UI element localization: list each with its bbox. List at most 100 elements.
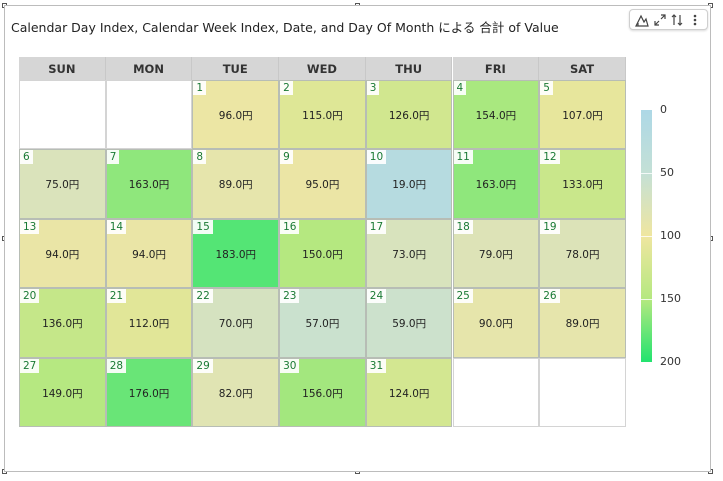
data-label: 89.0円 <box>565 318 600 331</box>
visual-toolbar <box>629 9 708 30</box>
calendar-day-cell[interactable]: 4 154.0円 <box>452 80 540 150</box>
calendar-day-cell[interactable]: 1 96.0円 <box>192 80 280 150</box>
calendar-day-cell[interactable]: 5 107.0円 <box>539 80 626 150</box>
data-label: 149.0円 <box>42 387 83 400</box>
data-label: 95.0円 <box>305 179 340 192</box>
data-label: 112.0円 <box>128 318 170 331</box>
day-number: 13 <box>20 219 40 234</box>
calendar-day-cell[interactable]: 6 75.0円 <box>19 149 106 219</box>
data-label: 154.0円 <box>475 110 517 122</box>
day-number: 20 <box>20 289 40 304</box>
calendar-day-cell[interactable]: 11 163.0円 <box>452 149 540 219</box>
weekday-header-thu: THU <box>365 57 453 80</box>
legend-tick-label: 200 <box>660 355 681 368</box>
calendar-empty-cell <box>19 80 106 150</box>
day-number: 9 <box>280 150 293 165</box>
legend-tick-mark <box>641 299 652 300</box>
day-number: 19 <box>540 219 560 234</box>
day-number: 6 <box>20 150 33 165</box>
data-label: 136.0円 <box>42 318 83 331</box>
calendar-day-cell[interactable]: 19 78.0円 <box>539 218 626 289</box>
calendar-day-cell[interactable]: 7 163.0円 <box>105 149 193 219</box>
data-label: 90.0円 <box>478 318 513 331</box>
calendar-day-cell[interactable]: 2 115.0円 <box>279 80 366 150</box>
data-label: 183.0円 <box>215 248 257 261</box>
calendar-day-cell[interactable]: 9 95.0円 <box>279 149 366 219</box>
calendar-day-cell[interactable]: 25 90.0円 <box>452 288 540 358</box>
weekday-header-wed: WED <box>279 57 366 80</box>
legend-tick-label: 50 <box>660 166 674 179</box>
data-label: 133.0円 <box>562 179 603 192</box>
calendar-day-cell[interactable]: 10 19.0円 <box>365 149 453 219</box>
day-number: 22 <box>193 289 213 304</box>
data-label: 89.0円 <box>218 179 253 192</box>
day-number: 4 <box>453 81 467 95</box>
data-label: 96.0円 <box>218 110 253 122</box>
day-number: 27 <box>20 358 40 373</box>
data-label: 176.0円 <box>128 387 170 400</box>
more-options-icon[interactable] <box>687 12 703 28</box>
day-number: 12 <box>540 150 560 165</box>
legend-tick-label: 150 <box>660 292 681 305</box>
sort-icon[interactable] <box>669 12 685 28</box>
calendar-day-cell[interactable]: 22 70.0円 <box>192 288 280 358</box>
calendar-day-cell[interactable]: 14 94.0円 <box>105 218 193 289</box>
calendar-day-cell[interactable]: 26 89.0円 <box>539 288 626 358</box>
calendar-day-cell[interactable]: 27 149.0円 <box>19 357 106 427</box>
chart-title: Calendar Day Index, Calendar Week Index,… <box>11 20 559 35</box>
expand-icon[interactable] <box>652 12 668 28</box>
calendar-day-cell[interactable]: 17 73.0円 <box>365 218 453 289</box>
data-label: 115.0円 <box>302 110 343 122</box>
weekday-header-tue: TUE <box>192 57 280 80</box>
day-number: 7 <box>106 150 120 165</box>
calendar-day-cell[interactable]: 23 57.0円 <box>279 288 366 358</box>
day-number: 2 <box>280 81 293 95</box>
data-label: 75.0円 <box>45 179 80 192</box>
calendar-empty-cell <box>105 80 193 150</box>
day-number: 1 <box>193 81 207 95</box>
calendar-day-cell[interactable]: 30 156.0円 <box>279 357 366 427</box>
data-label: 126.0円 <box>388 110 430 122</box>
calendar-day-cell[interactable]: 24 59.0円 <box>365 288 453 358</box>
data-label: 82.0円 <box>218 387 253 400</box>
day-number: 10 <box>366 150 387 165</box>
calendar-day-cell[interactable]: 21 112.0円 <box>105 288 193 358</box>
day-number: 29 <box>193 358 213 373</box>
day-number: 17 <box>366 219 387 234</box>
chart-type-icon[interactable] <box>634 12 650 28</box>
legend-tick-label: 100 <box>660 229 681 242</box>
calendar-empty-cell <box>539 357 626 427</box>
data-label: 94.0円 <box>132 248 166 261</box>
weekday-header-sun: SUN <box>19 57 106 80</box>
calendar-day-cell[interactable]: 3 126.0円 <box>365 80 453 150</box>
calendar-day-cell[interactable]: 18 79.0円 <box>452 218 540 289</box>
data-label: 73.0円 <box>392 248 427 261</box>
day-number: 28 <box>106 358 127 373</box>
data-label: 59.0円 <box>392 318 427 331</box>
data-label: 107.0円 <box>562 110 603 122</box>
calendar-day-cell[interactable]: 8 89.0円 <box>192 149 280 219</box>
calendar-day-cell[interactable]: 20 136.0円 <box>19 288 106 358</box>
data-label: 78.0円 <box>565 248 600 261</box>
day-number: 5 <box>540 81 553 95</box>
legend-tick-mark <box>641 173 652 174</box>
calendar-empty-cell <box>452 357 540 427</box>
day-number: 31 <box>366 358 387 373</box>
calendar-day-cell[interactable]: 31 124.0円 <box>365 357 453 427</box>
data-label: 19.0円 <box>392 179 427 192</box>
calendar-day-cell[interactable]: 12 133.0円 <box>539 149 626 219</box>
day-number: 15 <box>193 219 213 234</box>
calendar-day-cell[interactable]: 16 150.0円 <box>279 218 366 289</box>
weekday-header-fri: FRI <box>452 57 540 80</box>
weekday-header-sat: SAT <box>539 57 626 80</box>
calendar-day-cell[interactable]: 28 176.0円 <box>105 357 193 427</box>
data-label: 124.0円 <box>388 387 430 400</box>
data-label: 163.0円 <box>128 179 170 192</box>
day-number: 30 <box>280 358 300 373</box>
day-number: 24 <box>366 289 387 304</box>
calendar-day-cell[interactable]: 29 82.0円 <box>192 357 280 427</box>
day-number: 25 <box>453 289 473 304</box>
calendar-day-cell[interactable]: 15 183.0円 <box>192 218 280 289</box>
calendar-day-cell[interactable]: 13 94.0円 <box>19 218 106 289</box>
data-label: 70.0円 <box>218 318 253 331</box>
